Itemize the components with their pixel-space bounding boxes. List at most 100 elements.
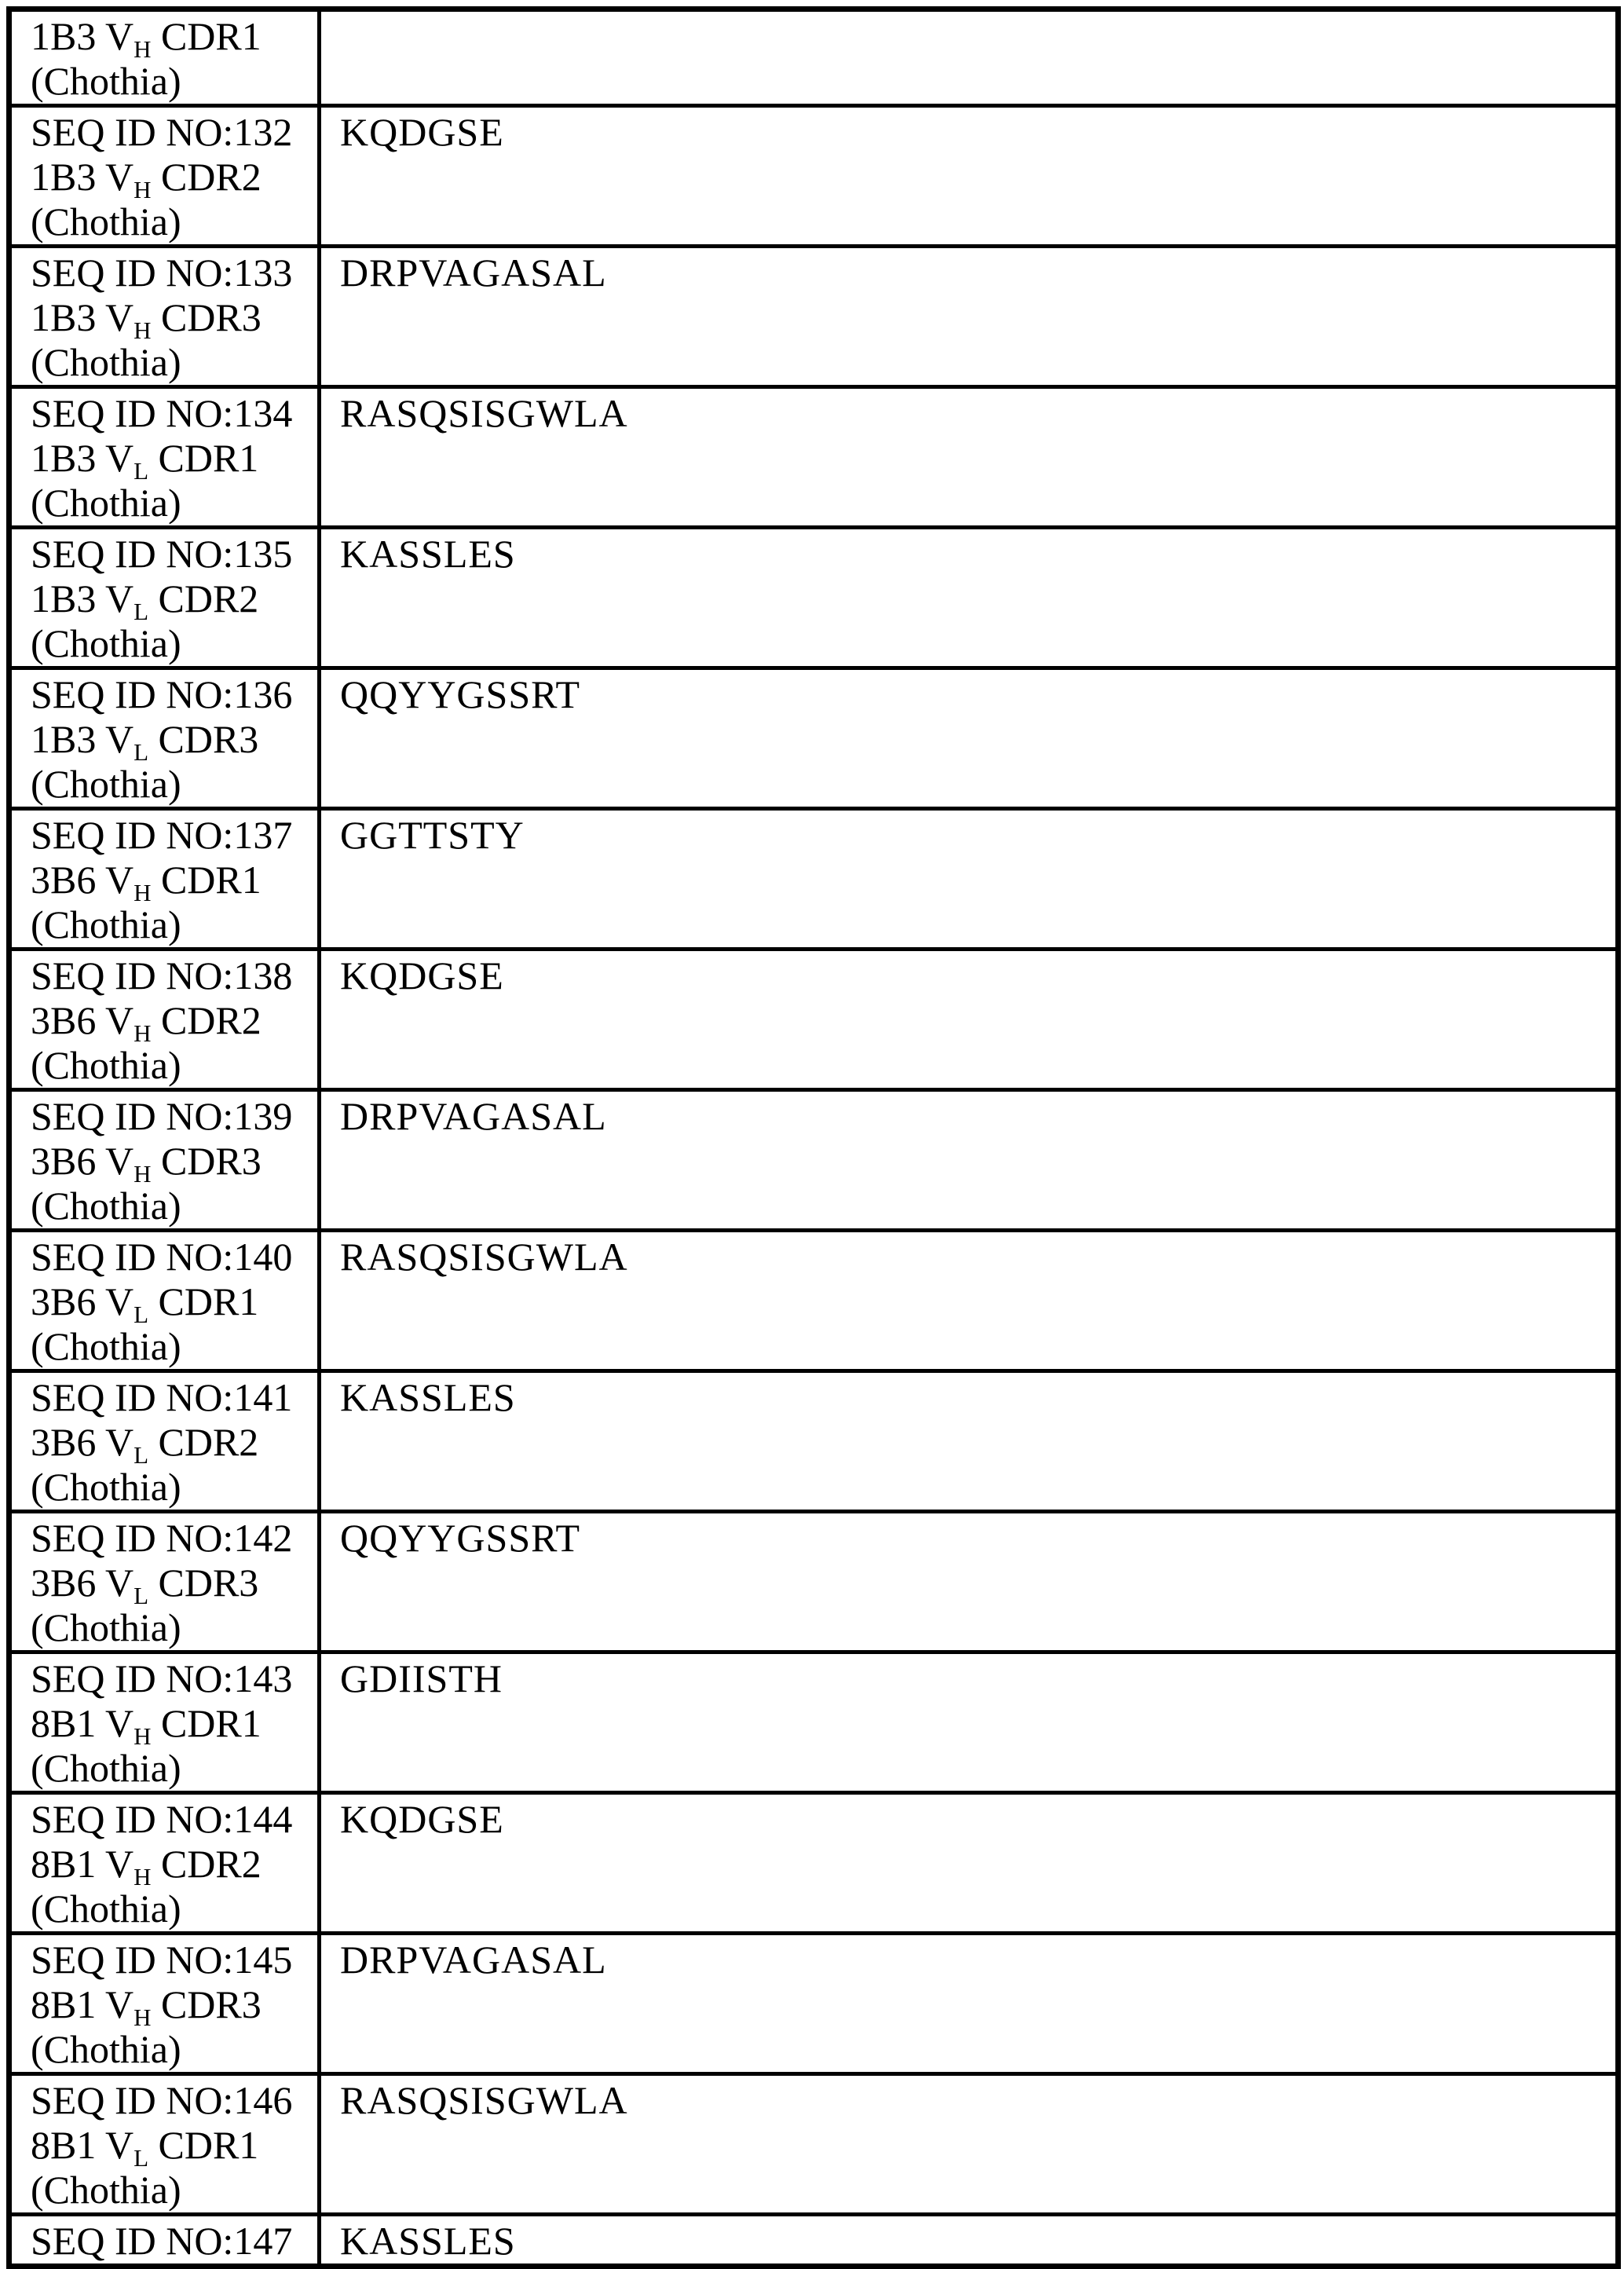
cdr-label-rest: CDR2 [151, 155, 262, 199]
cdr-label: 1B3 VL CDR1 [31, 436, 316, 483]
table-row: SEQ ID NO:147 KASSLES [7, 2212, 1620, 2268]
cdr-label: 8B1 VH CDR1 [31, 1701, 316, 1748]
cdr-label-main: 1B3 V [31, 436, 134, 480]
seq-id-cell: SEQ ID NO:139 3B6 VH CDR3 (Chothia) [7, 1088, 321, 1232]
numbering-label: (Chothia) [31, 1184, 181, 1228]
cdr-label: 3B6 VH CDR3 [31, 1139, 316, 1186]
sequence-cell: KQDGSE [317, 947, 1620, 1092]
sequence-cell: KASSLES [317, 1369, 1620, 1513]
sequence-text: QQYYGSSRT [340, 672, 581, 716]
sequence-cell: KASSLES [317, 525, 1620, 670]
cdr-label-main: 8B1 V [31, 1982, 134, 2026]
table-row: SEQ ID NO:142 3B6 VL CDR3 (Chothia) QQYY… [7, 1510, 1620, 1654]
sequence-cell [317, 7, 1620, 108]
cdr-label-main: 1B3 V [31, 295, 134, 339]
cdr-label-rest: CDR3 [148, 717, 259, 761]
domain-subscript: H [134, 317, 152, 344]
cdr-label-main: 3B6 V [31, 1561, 134, 1605]
cdr-label-main: 1B3 V [31, 576, 134, 620]
cdr-label-rest: CDR1 [148, 436, 259, 480]
cdr-label: 1B3 VH CDR3 [31, 295, 316, 342]
domain-subscript: H [134, 2004, 152, 2031]
numbering-label: (Chothia) [31, 902, 181, 946]
domain-subscript: L [134, 738, 148, 766]
seq-id-cell: SEQ ID NO:143 8B1 VH CDR1 (Chothia) [7, 1650, 321, 1795]
domain-subscript: H [134, 1019, 152, 1047]
table-row: SEQ ID NO:134 1B3 VL CDR1 (Chothia) RASQ… [7, 385, 1620, 529]
seq-id-text: SEQ ID NO:147 [31, 2219, 293, 2263]
domain-subscript: H [134, 1160, 152, 1188]
domain-subscript: L [134, 2144, 148, 2172]
seq-id-text: SEQ ID NO:142 [31, 1516, 293, 1560]
cdr-label-main: 3B6 V [31, 1139, 134, 1183]
seq-id-text: SEQ ID NO:137 [31, 813, 293, 857]
sequence-cell: KQDGSE [317, 1791, 1620, 1935]
sequence-table: 1B3 VH CDR1 (Chothia) SEQ ID NO:132 1B3 … [6, 6, 1621, 2269]
cdr-label-rest: CDR2 [148, 1420, 259, 1464]
sequence-text: KQDGSE [340, 1797, 504, 1841]
seq-id-text: SEQ ID NO:135 [31, 532, 293, 576]
sequence-text: KASSLES [340, 532, 516, 576]
cdr-label: 3B6 VH CDR2 [31, 998, 316, 1045]
domain-subscript: L [134, 1582, 148, 1609]
cdr-label-main: 3B6 V [31, 858, 134, 902]
cdr-label-rest: CDR3 [151, 1982, 262, 2026]
seq-id-cell: SEQ ID NO:141 3B6 VL CDR2 (Chothia) [7, 1369, 321, 1513]
cdr-label-rest: CDR1 [151, 858, 262, 902]
domain-subscript: H [134, 35, 152, 63]
cdr-label-rest: CDR1 [151, 1701, 262, 1745]
seq-id-text: SEQ ID NO:140 [31, 1235, 293, 1279]
seq-id-cell: SEQ ID NO:132 1B3 VH CDR2 (Chothia) [7, 104, 321, 248]
sequence-text: KASSLES [340, 1375, 516, 1419]
patent-page: 1B3 VH CDR1 (Chothia) SEQ ID NO:132 1B3 … [6, 6, 1621, 2269]
cdr-label: 8B1 VL CDR1 [31, 2123, 316, 2170]
sequence-text: GDIISTH [340, 1656, 503, 1700]
cdr-label: 3B6 VL CDR3 [31, 1561, 316, 1608]
sequence-cell: DRPVAGASAL [317, 1931, 1620, 2076]
sequence-text: GGTTSTY [340, 813, 525, 857]
sequence-text: KASSLES [340, 2219, 516, 2263]
seq-id-text: SEQ ID NO:136 [31, 672, 293, 716]
seq-id-text: SEQ ID NO:139 [31, 1094, 293, 1138]
seq-id-text: SEQ ID NO:141 [31, 1375, 293, 1419]
cdr-label-main: 1B3 V [31, 155, 134, 199]
sequence-text: QQYYGSSRT [340, 1516, 581, 1560]
seq-id-text: SEQ ID NO:132 [31, 110, 293, 154]
seq-id-cell: SEQ ID NO:138 3B6 VH CDR2 (Chothia) [7, 947, 321, 1092]
cdr-label-main: 8B1 V [31, 1701, 134, 1745]
numbering-label: (Chothia) [31, 199, 181, 243]
sequence-text: RASQSISGWLA [340, 391, 628, 435]
seq-id-cell: SEQ ID NO:135 1B3 VL CDR2 (Chothia) [7, 525, 321, 670]
table-row: 1B3 VH CDR1 (Chothia) [7, 7, 1620, 108]
seq-id-cell: SEQ ID NO:134 1B3 VL CDR1 (Chothia) [7, 385, 321, 529]
cdr-label-rest: CDR2 [151, 1842, 262, 1886]
cdr-label-rest: CDR1 [148, 2123, 259, 2167]
cdr-label: 8B1 VH CDR2 [31, 1842, 316, 1889]
sequence-text: DRPVAGASAL [340, 251, 607, 295]
numbering-label: (Chothia) [31, 1043, 181, 1087]
numbering-label: (Chothia) [31, 340, 181, 384]
cdr-label-main: 1B3 V [31, 14, 134, 58]
sequence-text: DRPVAGASAL [340, 1938, 607, 1982]
sequence-cell: QQYYGSSRT [317, 1510, 1620, 1654]
table-row: SEQ ID NO:133 1B3 VH CDR3 (Chothia) DRPV… [7, 244, 1620, 389]
sequence-text: RASQSISGWLA [340, 2078, 628, 2122]
sequence-cell: KASSLES [317, 2212, 1620, 2268]
seq-id-cell: SEQ ID NO:140 3B6 VL CDR1 (Chothia) [7, 1228, 321, 1373]
cdr-label-rest: CDR3 [151, 295, 262, 339]
domain-subscript: H [134, 176, 152, 203]
cdr-label-rest: CDR1 [151, 14, 262, 58]
cdr-label-rest: CDR2 [151, 998, 262, 1042]
numbering-label: (Chothia) [31, 59, 181, 103]
numbering-label: (Chothia) [31, 762, 181, 806]
numbering-label: (Chothia) [31, 1465, 181, 1509]
sequence-text: DRPVAGASAL [340, 1094, 607, 1138]
seq-id-text: SEQ ID NO:143 [31, 1656, 293, 1700]
domain-subscript: L [134, 1301, 148, 1328]
sequence-cell: DRPVAGASAL [317, 1088, 1620, 1232]
sequence-text: RASQSISGWLA [340, 1235, 628, 1279]
cdr-label: 3B6 VH CDR1 [31, 858, 316, 905]
numbering-label: (Chothia) [31, 481, 181, 525]
cdr-label: 3B6 VL CDR1 [31, 1279, 316, 1327]
domain-subscript: L [134, 457, 148, 485]
